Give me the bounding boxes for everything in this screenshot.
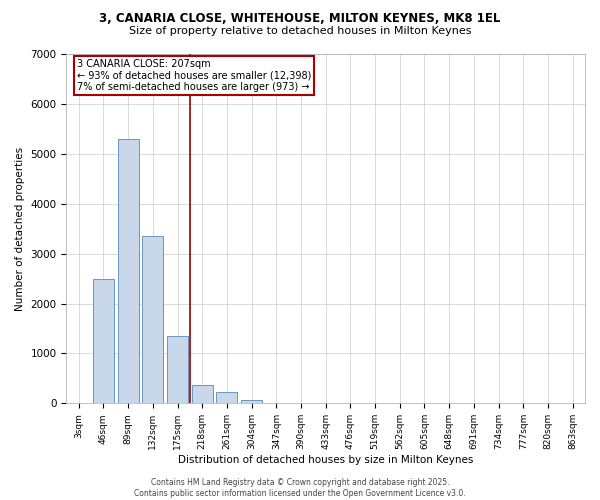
Bar (217, 392, 238, 404)
X-axis label: Distribution of detached houses by size in Milton Keynes: Distribution of detached houses by size … (178, 455, 473, 465)
Bar (167, 336, 188, 404)
Text: Size of property relative to detached houses in Milton Keynes: Size of property relative to detached ho… (129, 26, 471, 36)
Text: Contains HM Land Registry data © Crown copyright and database right 2025.
Contai: Contains HM Land Registry data © Crown c… (134, 478, 466, 498)
Bar (192, 385, 213, 404)
Y-axis label: Number of detached properties: Number of detached properties (15, 146, 25, 310)
Bar (142, 236, 163, 404)
Bar (93, 278, 114, 404)
Text: 3, CANARIA CLOSE, WHITEHOUSE, MILTON KEYNES, MK8 1EL: 3, CANARIA CLOSE, WHITEHOUSE, MILTON KEY… (100, 12, 500, 26)
Bar (241, 400, 262, 404)
Bar (118, 139, 139, 404)
Text: 3 CANARIA CLOSE: 207sqm
← 93% of detached houses are smaller (12,398)
7% of semi: 3 CANARIA CLOSE: 207sqm ← 93% of detache… (77, 59, 311, 92)
